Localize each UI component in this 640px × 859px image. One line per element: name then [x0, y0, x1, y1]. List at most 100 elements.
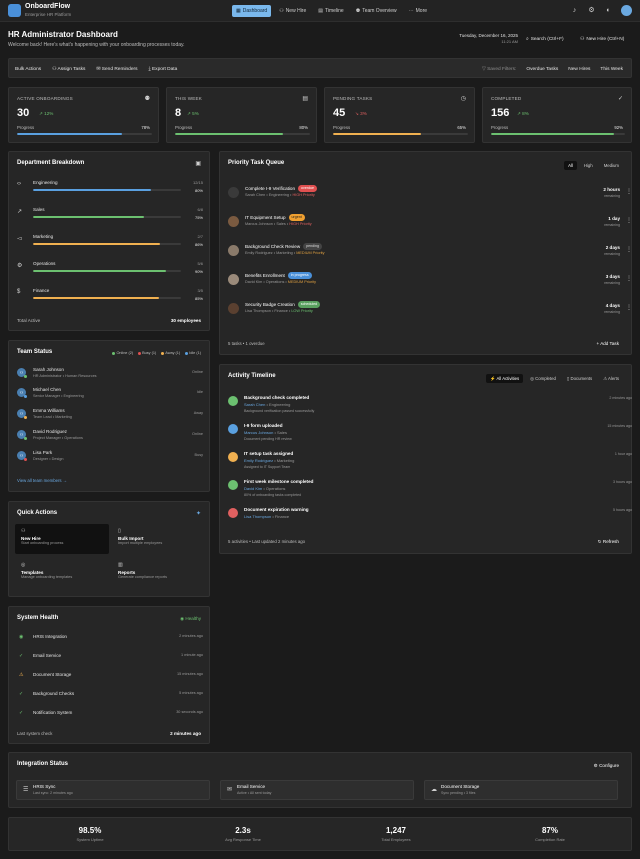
team-member[interactable]: ⚇ Sarah Johnson HR Administrator • Human…	[17, 366, 203, 384]
bell-icon[interactable]: ♪	[572, 7, 577, 14]
add-task-button[interactable]: + Add Task	[596, 341, 619, 346]
status-dot	[24, 375, 27, 378]
tab-high[interactable]: High	[583, 163, 593, 168]
quick-action-bulk-import[interactable]: ▯ Bulk Import Import multiple employees	[112, 524, 206, 554]
mail-icon: ✉	[227, 787, 233, 793]
gear-icon: ⚙	[17, 263, 23, 269]
avatar	[228, 216, 239, 227]
view-all-members-link[interactable]: View all team members →	[17, 478, 68, 483]
integration-hris-sync[interactable]: ☰ HRIS Sync Last sync: 2 minutes ago	[16, 780, 210, 800]
integration-document-storage[interactable]: ☁ Document Storage Sync pending • 3 file…	[424, 780, 618, 800]
person-link[interactable]: Sarah Chen	[244, 402, 266, 407]
activity-item[interactable]: Document expiration warning Lisa Thompso…	[228, 506, 632, 534]
settings-icon[interactable]: ⚙	[588, 7, 595, 14]
user-avatar[interactable]	[621, 5, 632, 16]
person-link[interactable]: Lisa Thompson	[244, 514, 272, 519]
team-member[interactable]: ⚇ Emma Williams Team Lead • Marketing Aw…	[17, 407, 203, 425]
tab-all-activities[interactable]: ⚡ All Activities	[486, 374, 524, 383]
stat-card-this-week[interactable]: THIS WEEK ▤ 8 ↗ 5% Progress 80%	[166, 87, 317, 143]
nav-dashboard[interactable]: ▦ Dashboard	[232, 5, 272, 17]
avatar: ⚇	[17, 368, 26, 377]
team-member[interactable]: ⚇ Lisa Park Designer • Design Busy	[17, 449, 203, 467]
task-row[interactable]: IT Equipment Setup urgent Marcus Johnson …	[228, 213, 632, 239]
person-link[interactable]: David Kim	[244, 486, 263, 491]
status-dot	[24, 437, 27, 440]
tab-alerts[interactable]: ⚠ Alerts	[603, 376, 619, 381]
refresh-button[interactable]: ↻ Refresh	[597, 539, 619, 544]
more-options-icon[interactable]: ⋮	[626, 305, 632, 311]
dept-row-engineering[interactable]: ‹› Engineering 12/15 80%	[17, 180, 203, 193]
activity-item[interactable]: Background check completed Sarah Chen • …	[228, 394, 632, 422]
new-hire-button[interactable]: ⚇ New Hire (Ctrl+N)	[580, 34, 624, 45]
legend-busy: Busy (1)	[138, 351, 156, 355]
tab-medium[interactable]: Medium	[603, 163, 619, 168]
more-options-icon[interactable]: ⋮	[626, 189, 632, 195]
tab-documents[interactable]: ▯ Documents	[566, 376, 593, 381]
configure-button[interactable]: ⚙ Configure	[593, 763, 619, 768]
last-check-value: 2 minutes ago	[170, 731, 201, 736]
department-breakdown-card: Department Breakdown ▣ ‹› Engineering 12…	[8, 151, 210, 331]
person-link[interactable]: Emily Rodriguez	[244, 458, 274, 463]
filter-overdue-tasks[interactable]: Overdue Tasks	[526, 66, 559, 72]
progress-bar	[333, 133, 468, 135]
activity-item[interactable]: IT setup task assigned Emily Rodriguez •…	[228, 450, 632, 478]
filter-this-week[interactable]: This Week	[600, 66, 623, 72]
avatar	[228, 187, 239, 198]
moon-icon[interactable]: ◐	[606, 7, 611, 14]
app-logo[interactable]	[8, 4, 21, 17]
dept-row-marketing[interactable]: ◅ Marketing 2/7 86%	[17, 234, 203, 247]
team-member[interactable]: ⚇ Michael Chen Senior Manager • Engineer…	[17, 386, 203, 404]
nav-timeline[interactable]: ▤ Timeline	[314, 5, 347, 17]
task-row[interactable]: Security Badge Creation scheduled Lisa Th…	[228, 300, 632, 326]
nav-team-overview[interactable]: ⚉ Team Overview	[352, 5, 401, 17]
task-row[interactable]: Benefits Enrollment in progress David Kim…	[228, 271, 632, 297]
quick-action-new-hire[interactable]: ⚇ New Hire Start onboarding process	[15, 524, 109, 554]
user-plus-icon: ⚇	[580, 37, 585, 42]
search-button[interactable]: ⌕ Search (Ctrl+F)	[526, 34, 564, 45]
task-row[interactable]: Background Check Review pending Emily Rod…	[228, 242, 632, 268]
activity-dot	[228, 480, 238, 490]
quick-action-templates[interactable]: ◎ Templates Manage onboarding templates	[15, 558, 109, 588]
task-meta: Marcus Johnson • Sales • HIGH Priority	[245, 222, 312, 226]
quick-action-reports[interactable]: ▥ Reports Generate compliance reports	[112, 558, 206, 588]
legend-away: Away (1)	[161, 351, 180, 355]
activity-timeline-card: Activity Timeline ⚡ All Activities ◎ Com…	[219, 364, 632, 554]
activity-item[interactable]: First week milestone completed David Kim…	[228, 478, 632, 506]
dept-row-sales[interactable]: ↗ Sales 6/8 75%	[17, 207, 203, 220]
assign-tasks-button[interactable]: ⚇ Assign Tasks	[52, 66, 86, 72]
dept-row-operations[interactable]: ⚙ Operations 5/6 90%	[17, 261, 203, 274]
tab-all[interactable]: All	[564, 161, 577, 170]
legend-online: Online (2)	[112, 351, 133, 355]
more-options-icon[interactable]: ⋮	[626, 218, 632, 224]
app-subtitle: Enterprise HR Platform	[25, 12, 72, 17]
status-badge: urgent	[288, 214, 305, 221]
nav-new-hire[interactable]: ⚇ New Hire	[275, 5, 310, 17]
tab-completed[interactable]: ◎ Completed	[530, 376, 556, 381]
dept-bar	[33, 243, 181, 245]
task-row[interactable]: Complete I-9 Verification overdue Sarah C…	[228, 184, 632, 210]
activity-item[interactable]: I-9 form uploaded Marcus Johnson • Sales…	[228, 422, 632, 450]
task-filter-tabs: All High Medium	[564, 161, 623, 170]
integration-email-service[interactable]: ✉ Email Service Active • All sent today	[220, 780, 414, 800]
kpi-completion-rate: 87% Completion Rate	[535, 826, 565, 842]
dollar-icon: $	[17, 289, 21, 295]
person-link[interactable]: Marcus Johnson	[244, 430, 274, 435]
filter-new-hires[interactable]: New Hires	[568, 66, 591, 72]
check-circle-icon: ✓	[617, 96, 623, 102]
nav-more[interactable]: ⋯ More	[405, 5, 431, 17]
report-icon[interactable]: ▣	[195, 161, 201, 167]
bulk-actions-button[interactable]: Bulk Actions	[15, 66, 42, 72]
status-badge: overdue	[298, 185, 318, 192]
stat-card-pending-tasks[interactable]: PENDING TASKS ◷ 45 ↘ 3% Progress 65%	[324, 87, 475, 143]
team-member[interactable]: ⚇ David Rodriguez Project Manager • Oper…	[17, 428, 203, 446]
more-options-icon[interactable]: ⋮	[626, 247, 632, 253]
stat-card-active-onboardings[interactable]: ACTIVE ONBOARDINGS ⚉ 30 ↗ 12% Progress 7…	[8, 87, 159, 143]
send-reminders-button[interactable]: ✉ Send Reminders	[96, 66, 138, 72]
due-time: 4 days	[605, 303, 620, 308]
export-data-button[interactable]: ⤓ Export Data	[148, 67, 178, 72]
more-options-icon[interactable]: ⋮	[626, 276, 632, 282]
page-subtitle: Welcome back! Here's what's happening wi…	[8, 42, 185, 48]
stat-card-completed[interactable]: COMPLETED ✓ 156 ↗ 8% Progress 92%	[482, 87, 632, 143]
status-badge: scheduled	[297, 301, 321, 308]
dept-row-finance[interactable]: $ Finance 3/5 85%	[17, 288, 203, 301]
